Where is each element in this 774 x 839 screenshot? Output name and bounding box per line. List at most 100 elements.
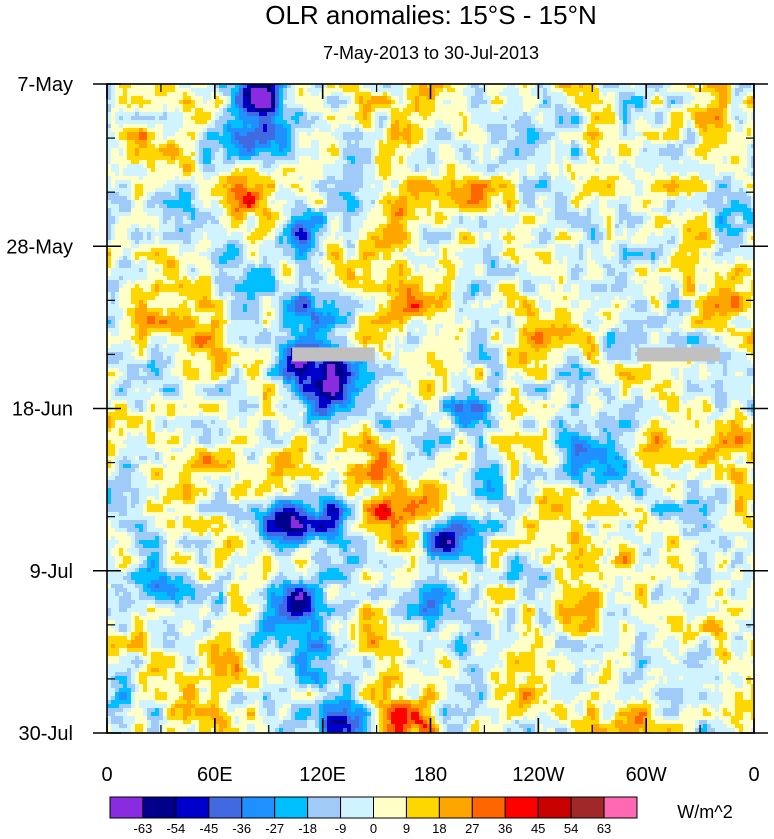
heatmap-cell [171,92,176,97]
heatmap-cell [239,100,244,105]
heatmap-cell [583,92,588,97]
heatmap-cell [491,104,496,109]
plot-area [107,84,756,737]
heatmap-cell [311,116,316,121]
heatmap-cell [639,96,644,101]
heatmap-cell [343,88,348,93]
heatmap-cell [207,112,212,117]
heatmap-cell [111,100,116,105]
heatmap-cell [599,112,604,117]
heatmap-cell [403,108,408,113]
heatmap-cell [127,116,132,121]
heatmap-cell [743,104,748,109]
heatmap-cell [163,88,168,93]
heatmap-cell [347,88,352,93]
heatmap-cell [151,92,156,97]
heatmap-cell [731,104,736,109]
heatmap-cell [295,108,300,113]
heatmap-cell [459,108,464,113]
heatmap-cell [271,112,276,117]
heatmap-cell [259,100,264,105]
heatmap-cell [499,108,504,113]
heatmap-cell [731,112,736,117]
heatmap-cell [315,112,320,117]
heatmap-cell [143,100,148,105]
heatmap-cell [403,88,408,93]
heatmap-cell [403,92,408,97]
heatmap-cell [195,100,200,105]
heatmap-cell [227,100,232,105]
heatmap-cell [247,96,252,101]
heatmap-cell [463,88,468,93]
heatmap-cell [191,108,196,113]
heatmap-cell [583,116,588,121]
heatmap-cell [431,100,436,105]
heatmap-cell [263,92,268,97]
heatmap-cell [415,108,420,113]
heatmap-cell [431,88,436,93]
heatmap-cell [339,88,344,93]
heatmap-cell [151,104,156,109]
heatmap-cell [563,88,568,93]
heatmap-cell [119,104,124,109]
heatmap-cell [163,108,168,113]
heatmap-cell [407,104,412,109]
heatmap-cell [615,88,620,93]
heatmap-cell [167,92,172,97]
heatmap-cell [739,100,744,105]
heatmap-cell [187,104,192,109]
heatmap-cell [311,92,316,97]
heatmap-cell [147,108,152,113]
heatmap-cell [567,96,572,101]
heatmap-cell [339,100,344,105]
heatmap-cell [239,112,244,117]
heatmap-cell [231,116,236,121]
heatmap-cell [615,108,620,113]
heatmap-cell [659,92,664,97]
heatmap-cell [591,100,596,105]
heatmap-cell [579,88,584,93]
heatmap-cell [615,96,620,101]
heatmap-cell [447,104,452,109]
heatmap-cell [567,104,572,109]
heatmap-cell [695,92,700,97]
heatmap-cell [355,96,360,101]
heatmap-cell [187,92,192,97]
heatmap-cell [575,96,580,101]
heatmap-cell [331,116,336,121]
heatmap-cell [643,104,648,109]
heatmap-cell [615,100,620,105]
heatmap-cell [607,100,612,105]
heatmap-cell [423,112,428,117]
heatmap-cell [343,104,348,109]
heatmap-cell [175,96,180,101]
heatmap-cell [607,108,612,113]
heatmap-cell [559,92,564,97]
heatmap-cell [619,104,624,109]
heatmap-cell [439,96,444,101]
heatmap-cell [227,88,232,93]
heatmap-cell [451,104,456,109]
heatmap-cell [151,116,156,121]
heatmap-cell [371,112,376,117]
heatmap-cell [327,116,332,121]
heatmap-cell [267,100,272,105]
heatmap-cell [351,104,356,109]
heatmap-cell [503,92,508,97]
heatmap-cell [183,92,188,97]
heatmap-cell [459,100,464,105]
heatmap-cell [383,112,388,117]
heatmap-cell [723,108,728,113]
heatmap-cell [291,116,296,121]
heatmap-cell [211,108,216,113]
heatmap-cell [571,112,576,117]
heatmap-cell [715,100,720,105]
heatmap-cell [263,88,268,93]
heatmap-cell [135,100,140,105]
heatmap-cell [575,100,580,105]
heatmap-cell [195,112,200,117]
heatmap-cell [743,108,748,113]
heatmap-cell [279,108,284,113]
heatmap-cell [203,112,208,117]
heatmap-cell [683,96,688,101]
